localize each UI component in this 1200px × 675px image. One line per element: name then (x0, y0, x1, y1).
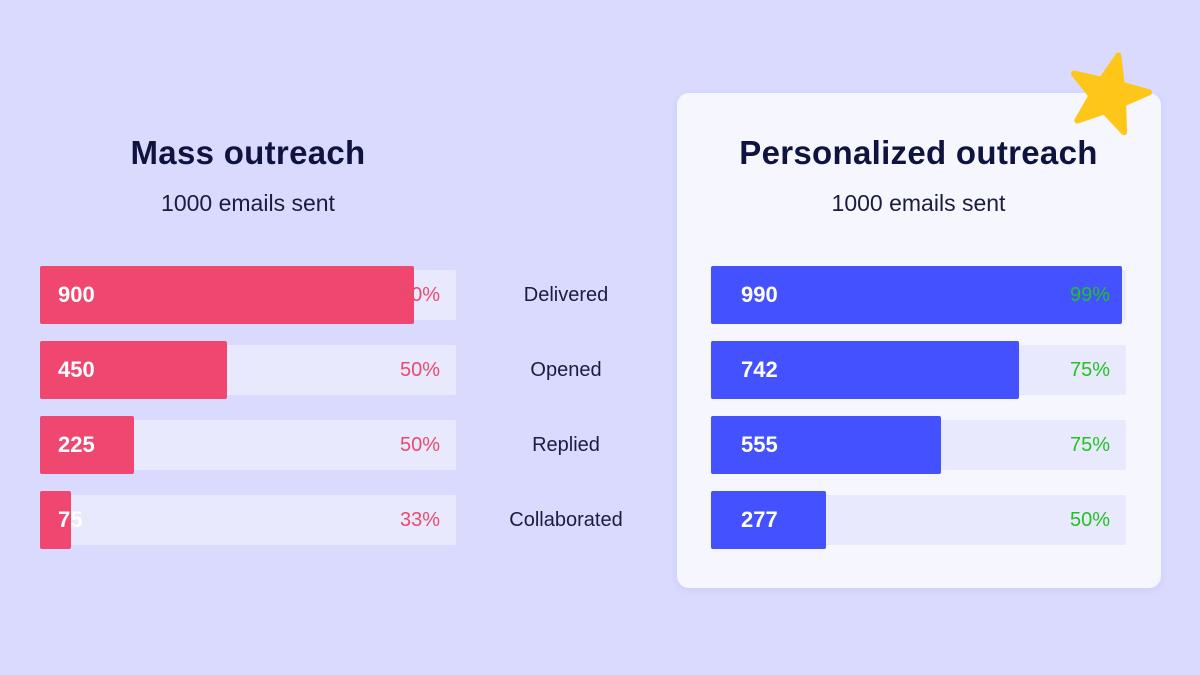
personalized-count-collaborated: 277 (741, 507, 778, 532)
mass-percent-delivered: 90% (399, 284, 440, 306)
mass-count-delivered: 900 (58, 282, 95, 307)
personalized-count-delivered: 990 (741, 282, 778, 307)
personalized-bar-opened (711, 341, 1019, 399)
mass-outreach-subtitle: 1000 emails sent (161, 190, 335, 216)
personalized-percent-opened: 75% (1069, 359, 1110, 381)
stage-label-replied: Replied (532, 434, 600, 456)
mass-count-opened: 450 (58, 357, 95, 382)
mass-count-replied: 225 (58, 432, 95, 457)
personalized-percent-delivered: 99% (1069, 284, 1110, 306)
mass-row-delivered: 900 90% (40, 266, 456, 324)
mass-row-opened: 450 50% (40, 341, 456, 399)
personalized-row-replied: 555 75% (711, 416, 1126, 474)
mass-bar-delivered (40, 266, 415, 324)
personalized-row-opened: 742 75% (711, 341, 1126, 399)
stage-label-opened: Opened (530, 359, 602, 381)
personalized-outreach-subtitle: 1000 emails sent (831, 190, 1006, 216)
personalized-count-replied: 555 (741, 432, 778, 457)
mass-percent-replied: 50% (399, 434, 440, 456)
stage-label-delivered: Delivered (523, 284, 609, 306)
personalized-bar-replied (711, 416, 942, 474)
mass-bar-replied (40, 416, 134, 474)
star-icon (1070, 52, 1152, 136)
mass-row-replied: 225 50% (40, 416, 456, 474)
personalized-outreach-title: Personalized outreach (739, 134, 1098, 171)
mass-bar-opened (40, 341, 228, 399)
mass-percent-opened: 50% (399, 359, 440, 381)
mass-count-collaborated: 75 (58, 507, 83, 532)
personalized-row-collaborated: 277 50% (711, 491, 1126, 549)
personalized-percent-replied: 75% (1069, 434, 1110, 456)
mass-bar-collaborated (40, 491, 72, 549)
stage-label-collaborated: Collaborated (509, 509, 623, 531)
personalized-bar-collaborated (711, 491, 826, 549)
mass-bar-track (40, 495, 456, 545)
mass-outreach-title: Mass outreach (130, 134, 366, 171)
mass-row-collaborated: 75 33% (40, 491, 456, 549)
mass-percent-collaborated: 33% (399, 509, 440, 531)
personalized-row-delivered: 990 99% (711, 266, 1126, 324)
personalized-bar-delivered (711, 266, 1122, 324)
personalized-count-opened: 742 (741, 357, 778, 382)
personalized-percent-collaborated: 50% (1069, 509, 1110, 531)
